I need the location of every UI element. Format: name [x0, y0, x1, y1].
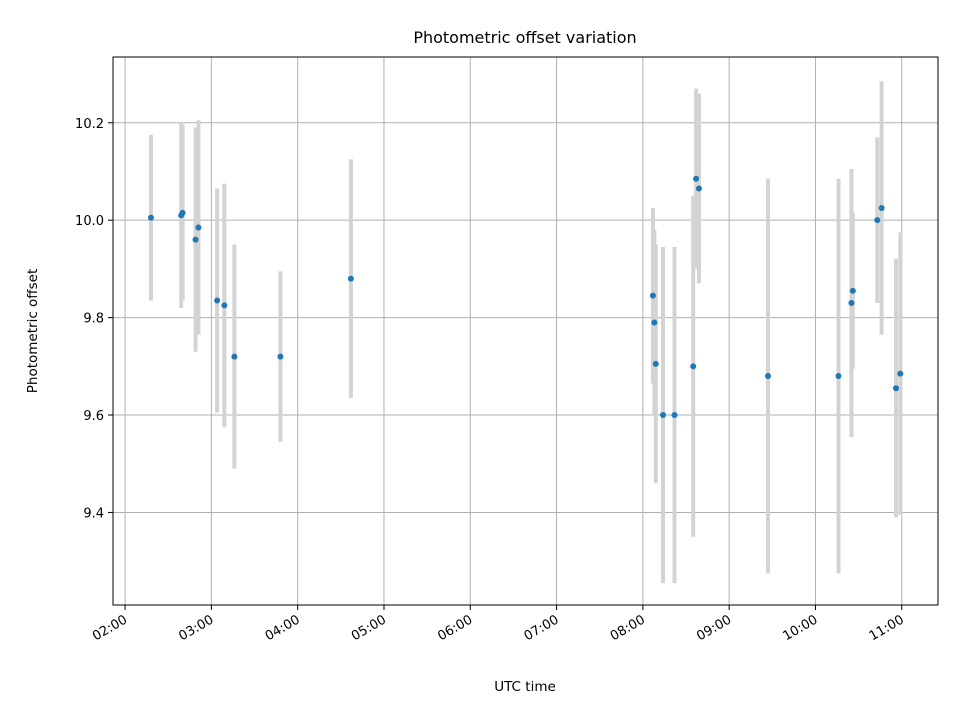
data-point	[231, 353, 238, 360]
data-point	[347, 275, 354, 282]
data-point	[651, 319, 658, 326]
data-point	[690, 363, 697, 370]
data-point	[147, 214, 154, 221]
x-tick-label: 09:00	[694, 612, 734, 644]
data-point	[878, 205, 885, 212]
x-tick-label: 11:00	[867, 612, 907, 644]
y-tick-label: 9.4	[83, 506, 104, 521]
data-point	[764, 373, 771, 380]
data-point	[649, 292, 656, 299]
data-point	[893, 385, 900, 392]
data-point	[693, 175, 700, 182]
y-tick-label: 9.6	[83, 409, 104, 424]
x-axis-ticks: 02:00 03:00 04:00 05:00 06:00 07:00 08:00 09:00…	[90, 605, 907, 644]
x-tick-label: 04:00	[263, 612, 303, 644]
grid-lines	[113, 57, 938, 605]
data-point	[195, 224, 202, 231]
data-point	[848, 299, 855, 306]
plot-frame	[112, 56, 939, 606]
chart-title: Photometric offset variation	[413, 28, 636, 47]
data-point	[660, 412, 666, 419]
data-point	[214, 297, 221, 304]
x-tick-label: 05:00	[349, 612, 389, 644]
data-point	[695, 185, 702, 192]
x-tick-label: 08:00	[608, 612, 648, 644]
data-point	[835, 373, 842, 380]
x-axis-label: UTC time	[494, 679, 556, 695]
data-point	[849, 287, 856, 294]
data-point	[897, 370, 904, 377]
data-point	[652, 360, 659, 367]
x-tick-label: 02:00	[90, 612, 130, 644]
data-points	[147, 175, 904, 419]
y-tick-label: 10.0	[75, 214, 104, 229]
data-point	[277, 353, 284, 360]
data-point	[192, 236, 199, 243]
y-tick-label: 9.8	[83, 312, 104, 327]
data-point	[671, 412, 678, 419]
y-axis-label: Photometric offset	[25, 269, 41, 393]
x-tick-label: 03:00	[176, 612, 216, 644]
x-tick-label: 06:00	[435, 612, 475, 644]
error-bars	[148, 81, 903, 584]
data-point	[221, 302, 228, 309]
data-point	[179, 209, 186, 216]
y-tick-label: 10.2	[75, 117, 104, 132]
x-tick-label: 07:00	[522, 612, 562, 644]
y-axis-ticks: 9.4 9.6 9.8 10.0 10.2	[75, 117, 113, 521]
data-point	[874, 217, 881, 224]
x-tick-label: 10:00	[781, 612, 821, 644]
